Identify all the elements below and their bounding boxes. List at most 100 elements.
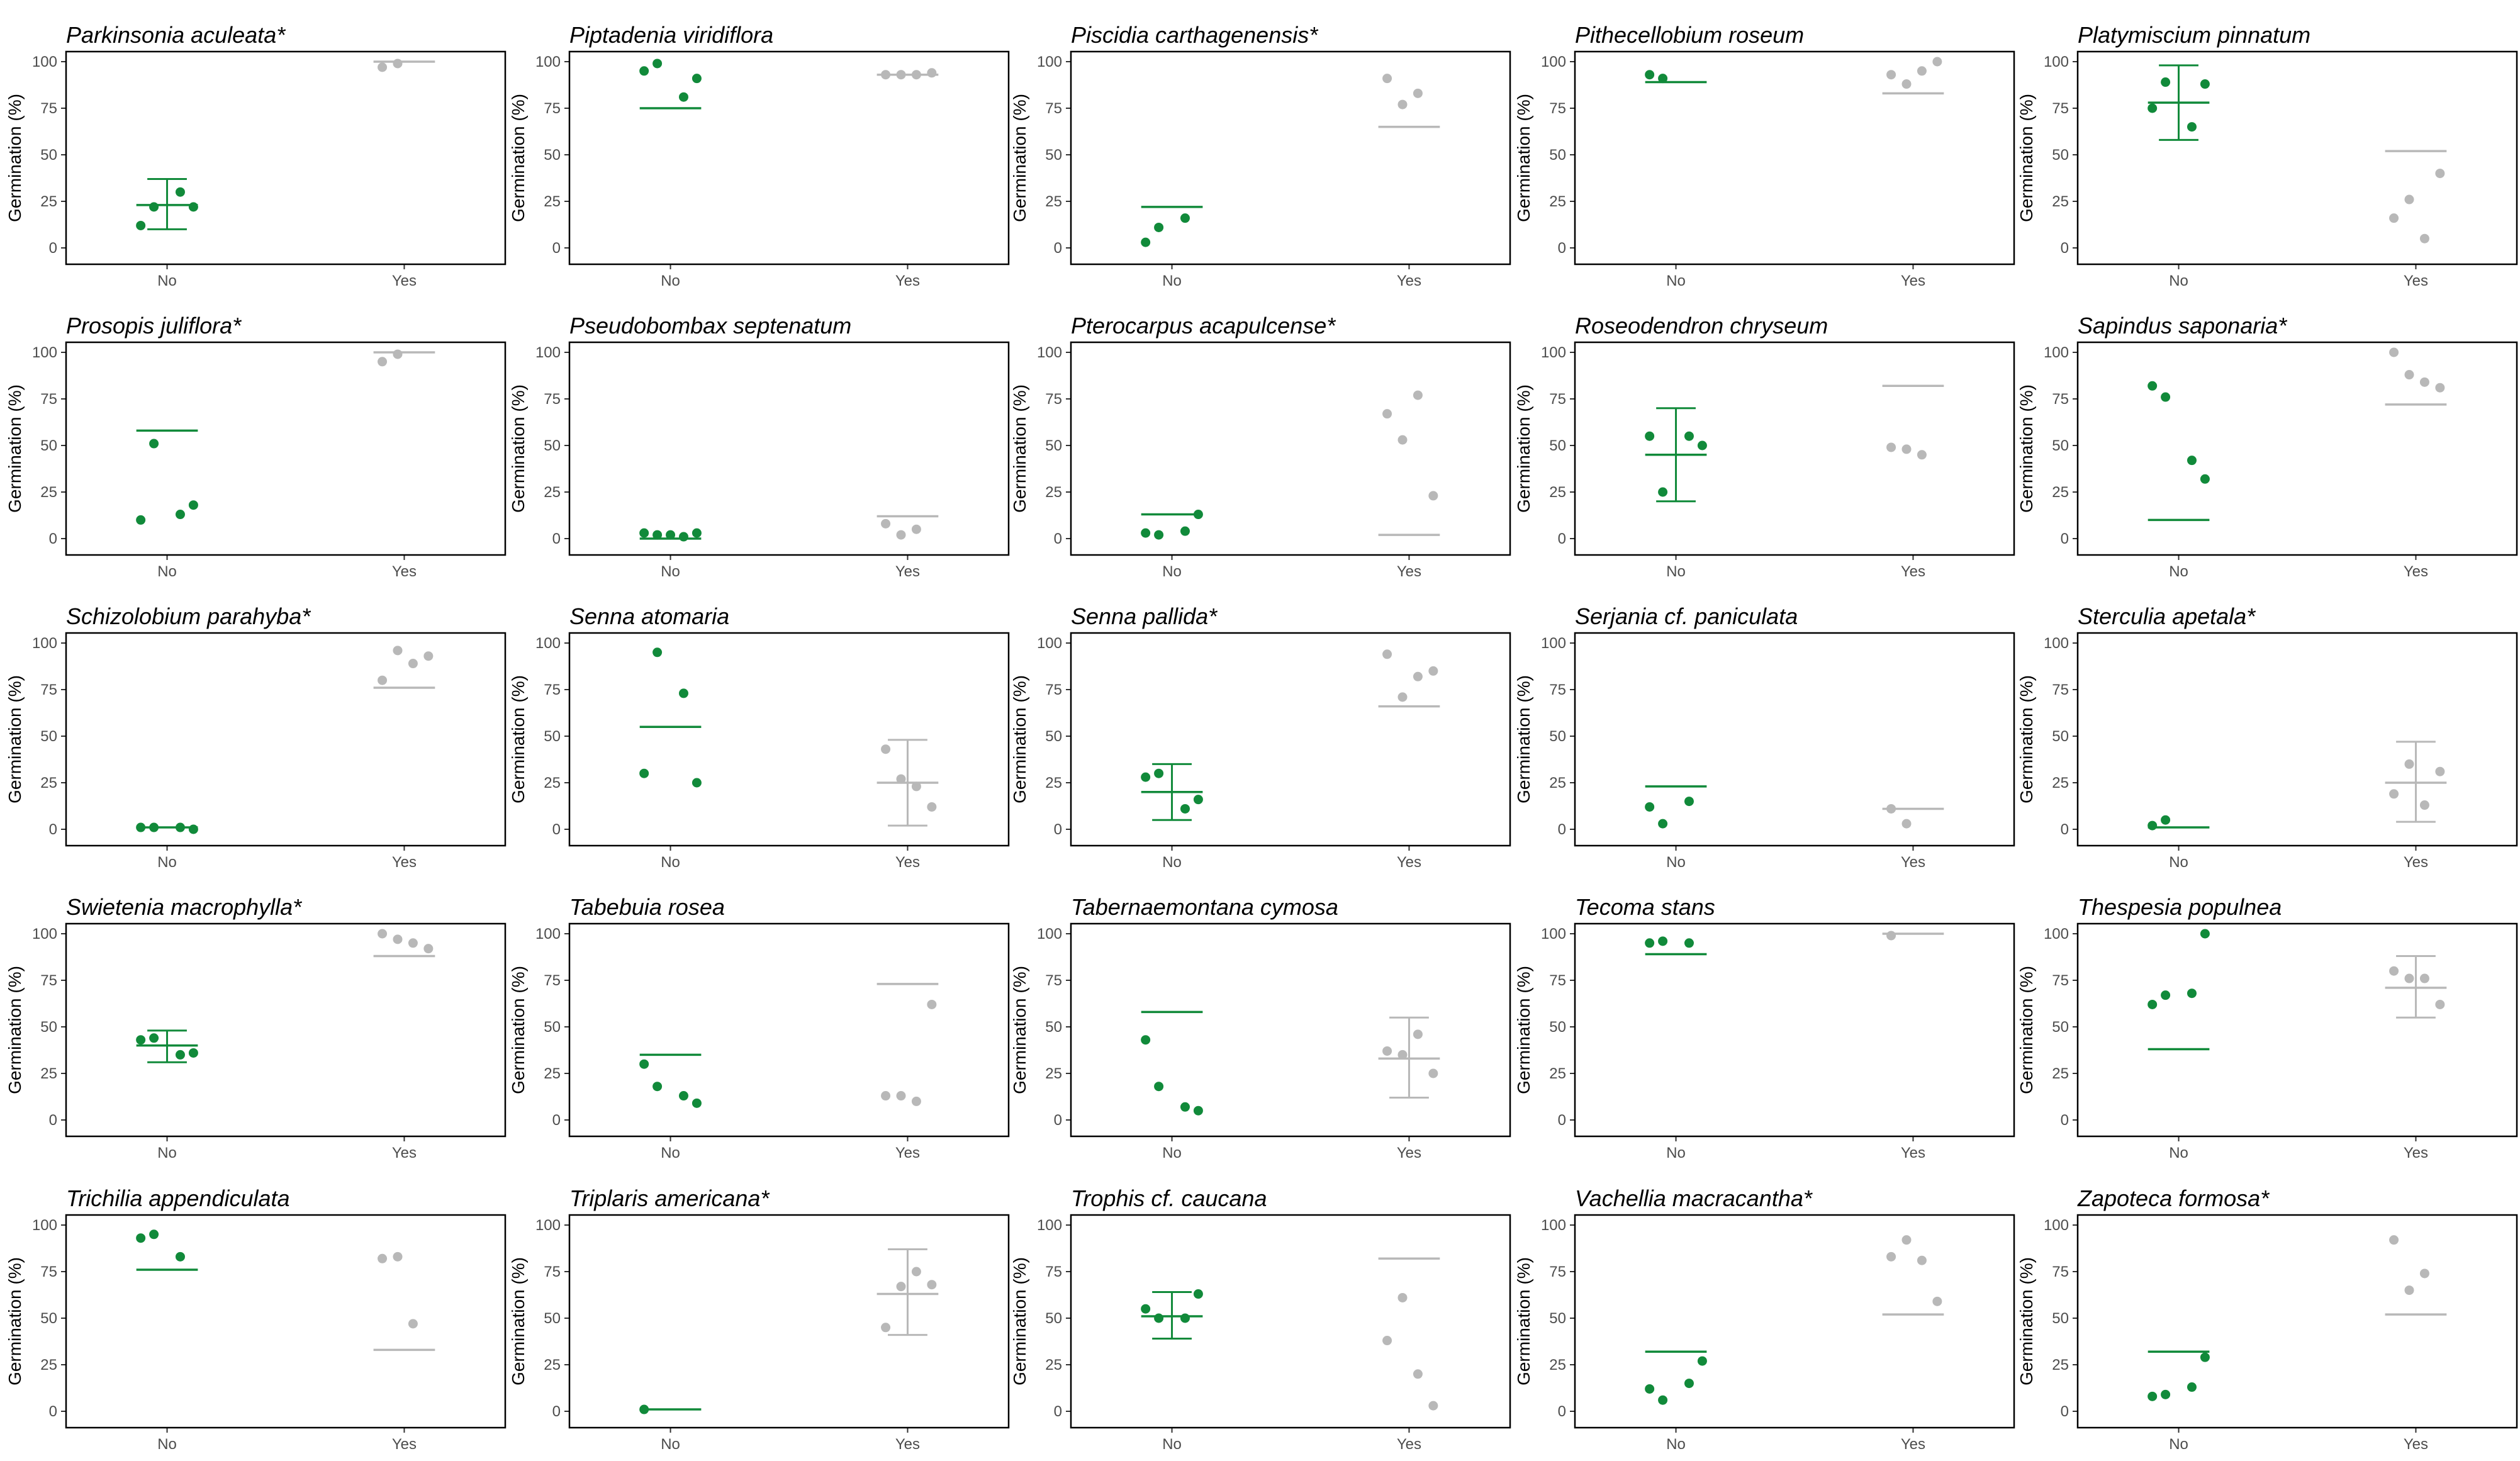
data-point xyxy=(149,439,159,449)
data-point xyxy=(378,1253,388,1263)
panel-title: Piptadenia viridiflora xyxy=(569,22,773,48)
y-tick-label: 50 xyxy=(1045,1019,1062,1036)
y-axis-label: Germination (%) xyxy=(1010,94,1029,222)
y-tick-label: 100 xyxy=(535,926,561,943)
data-point xyxy=(1397,1292,1408,1302)
panel: Schizolobium parahyba* Germination (%) 0 25… xyxy=(5,603,507,871)
x-tick-label: Yes xyxy=(392,272,417,289)
y-tick-label: 0 xyxy=(1558,240,1566,257)
y-tick-label: 50 xyxy=(2052,147,2069,164)
data-point xyxy=(927,999,937,1009)
data-point xyxy=(2404,1285,2414,1296)
y-axis-label: Germination (%) xyxy=(508,384,528,513)
panel-title: Roseodendron chryseum xyxy=(1575,313,1828,339)
data-point xyxy=(639,1404,649,1414)
panel-frame xyxy=(1070,341,1511,556)
y-tick-label: 75 xyxy=(2052,391,2069,408)
data-point xyxy=(1413,88,1423,98)
y-tick-label: 0 xyxy=(552,530,561,547)
y-tick-label: 50 xyxy=(544,728,561,745)
y-tick-label: 25 xyxy=(1045,484,1062,501)
data-point xyxy=(692,778,702,788)
panel: Pithecellobium roseum Germination (%) 0 25 5… xyxy=(1514,22,2015,289)
y-tick-label: 75 xyxy=(2052,100,2069,117)
data-point xyxy=(175,510,185,520)
y-tick-label: 100 xyxy=(1037,1217,1062,1234)
data-point xyxy=(2148,103,2158,113)
y-tick-label: 25 xyxy=(544,484,561,501)
y-tick-label: 25 xyxy=(40,1357,57,1374)
panel-title: Triplaris americana* xyxy=(569,1185,770,1211)
y-tick-label: 75 xyxy=(2052,1263,2069,1280)
panel: Trophis cf. caucana Germination (%) 0 25 50 7… xyxy=(1010,1185,1511,1453)
data-point xyxy=(1658,74,1668,84)
x-tick-label: No xyxy=(157,1145,177,1162)
data-point xyxy=(692,1098,702,1108)
y-tick-label: 75 xyxy=(40,972,57,989)
data-point xyxy=(639,528,649,538)
panel-frame xyxy=(1574,922,2015,1138)
data-point xyxy=(881,744,891,754)
panel-frame xyxy=(1070,922,1511,1138)
panel: Serjania cf. paniculata Germination (%) 0 2… xyxy=(1514,603,2015,871)
y-axis-label: Germination (%) xyxy=(1010,675,1029,803)
data-point xyxy=(149,1229,159,1240)
y-tick-label: 75 xyxy=(1045,391,1062,408)
y-tick-label: 25 xyxy=(544,1065,561,1082)
y-axis-label: Germination (%) xyxy=(5,966,25,1094)
panel-title: Trophis cf. caucana xyxy=(1071,1185,1267,1211)
y-axis-label: Germination (%) xyxy=(1514,966,1533,1094)
x-tick-label: No xyxy=(1666,272,1686,289)
panel: Piptadenia viridiflora Germination (%) 0 25… xyxy=(508,22,1010,289)
data-point xyxy=(2435,766,2445,776)
data-point xyxy=(1141,1035,1151,1045)
y-tick-label: 0 xyxy=(49,821,57,838)
panel-title: Sapindus saponaria* xyxy=(2078,313,2287,339)
y-tick-label: 75 xyxy=(544,391,561,408)
y-tick-label: 25 xyxy=(2052,1065,2069,1082)
data-point xyxy=(378,929,388,939)
data-point xyxy=(2200,474,2210,484)
x-tick-label: Yes xyxy=(1901,272,1925,289)
y-tick-label: 75 xyxy=(1549,391,1566,408)
data-point xyxy=(927,802,937,812)
panel-title: Zapoteca formosa* xyxy=(2077,1185,2270,1211)
data-point xyxy=(639,66,649,76)
data-point xyxy=(1697,440,1707,451)
x-tick-label: Yes xyxy=(1397,563,1421,580)
y-axis-label: Germination (%) xyxy=(1514,94,1533,222)
data-point xyxy=(408,659,418,669)
data-point xyxy=(136,515,146,525)
panel: Pseudobombax septenatum Germination (%) 0 2… xyxy=(508,313,1010,580)
data-point xyxy=(1180,1102,1190,1112)
panel-frame xyxy=(65,632,507,847)
panel-title: Senna atomaria xyxy=(569,603,729,629)
data-point xyxy=(1382,409,1392,419)
data-point xyxy=(1428,491,1438,501)
data-point xyxy=(1886,442,1896,452)
data-point xyxy=(896,530,906,540)
data-point xyxy=(639,768,649,778)
y-tick-label: 0 xyxy=(2061,240,2069,257)
data-point xyxy=(666,530,676,540)
panel-title: Thespesia populnea xyxy=(2078,894,2282,920)
x-tick-label: No xyxy=(1666,1145,1686,1162)
y-tick-label: 25 xyxy=(1045,1357,1062,1374)
data-point xyxy=(1901,1235,1912,1245)
data-point xyxy=(1932,57,1942,67)
data-point xyxy=(1645,431,1655,441)
x-tick-label: Yes xyxy=(1397,1145,1421,1162)
panel-frame xyxy=(1574,50,2015,266)
panel-frame xyxy=(2076,922,2518,1138)
y-axis-label: Germination (%) xyxy=(508,94,528,222)
y-axis-label: Germination (%) xyxy=(2017,94,2036,222)
y-tick-label: 75 xyxy=(1045,972,1062,989)
x-tick-label: No xyxy=(157,272,177,289)
data-point xyxy=(2404,370,2414,380)
data-point xyxy=(881,1323,891,1333)
data-point xyxy=(1697,1356,1707,1366)
panel-frame xyxy=(2076,1214,2518,1429)
data-point xyxy=(911,1267,921,1277)
x-tick-label: No xyxy=(2169,563,2188,580)
x-tick-label: Yes xyxy=(392,854,417,871)
